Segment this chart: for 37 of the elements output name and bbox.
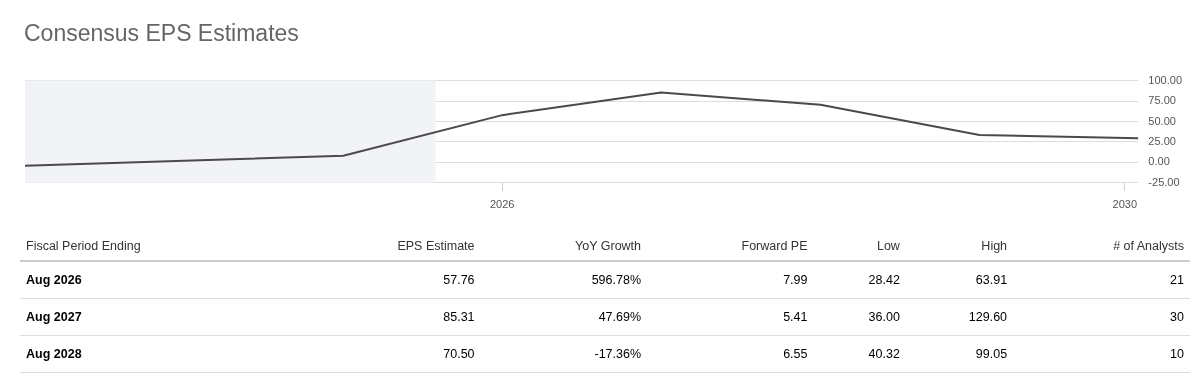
text: EPS Estimate bbox=[290, 232, 481, 261]
text: 70.50 bbox=[290, 335, 481, 373]
text: 5.41 bbox=[647, 298, 814, 336]
y-tick-label: 75.00 bbox=[1148, 94, 1176, 107]
text: Aug 2028 bbox=[20, 335, 291, 373]
text: -17.36% bbox=[480, 335, 648, 373]
text: High bbox=[905, 232, 1014, 261]
y-tick-label: -25.00 bbox=[1148, 175, 1180, 188]
text: 30 bbox=[1013, 298, 1190, 336]
text: 28.42 bbox=[813, 261, 906, 299]
text: 40.32 bbox=[813, 335, 906, 373]
text: Fiscal Period Ending bbox=[20, 232, 291, 261]
y-tick-label: 100.00 bbox=[1148, 73, 1183, 86]
text: 99.05 bbox=[905, 335, 1014, 373]
text: 10 bbox=[1013, 335, 1190, 373]
text: 596.78% bbox=[480, 261, 648, 299]
text: 57.76 bbox=[290, 261, 481, 299]
text: 129.60 bbox=[905, 298, 1014, 336]
text: 6.55 bbox=[647, 335, 814, 373]
text: # of Analysts bbox=[1013, 232, 1190, 261]
text: Aug 2026 bbox=[20, 261, 291, 299]
x-tick-label: 2030 bbox=[1112, 198, 1138, 211]
x-tick-label: 2026 bbox=[489, 198, 515, 211]
text: 21 bbox=[1013, 261, 1190, 299]
text: 7.99 bbox=[647, 261, 814, 299]
text: 85.31 bbox=[290, 298, 481, 336]
y-tick-label: 50.00 bbox=[1148, 114, 1176, 127]
text: 36.00 bbox=[813, 298, 906, 336]
text: Forward PE bbox=[647, 232, 814, 261]
y-tick-label: 25.00 bbox=[1148, 134, 1176, 147]
text: Aug 2027 bbox=[20, 298, 291, 336]
text: Low bbox=[813, 232, 906, 261]
text: YoY Growth bbox=[480, 232, 648, 261]
chart-title: Consensus EPS Estimates bbox=[24, 20, 299, 47]
text: 47.69% bbox=[480, 298, 648, 336]
y-tick-label: 0.00 bbox=[1148, 155, 1170, 168]
text: 63.91 bbox=[905, 261, 1014, 299]
